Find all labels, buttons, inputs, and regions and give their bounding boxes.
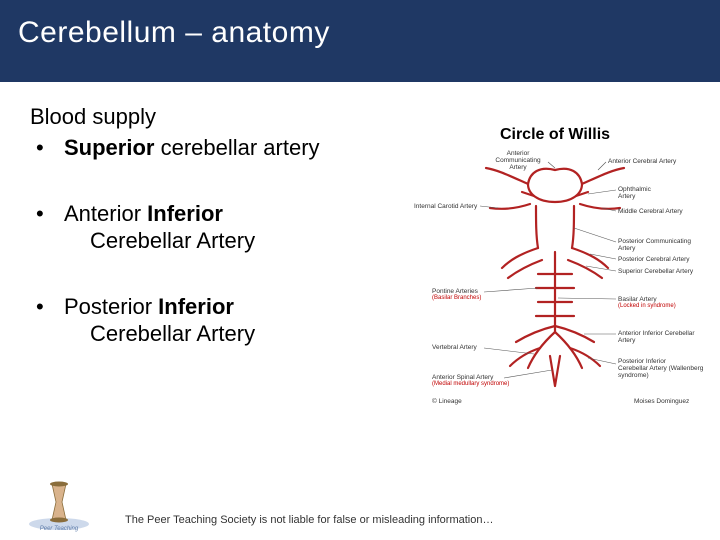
bullet-bold: Superior <box>64 135 154 160</box>
diagram-label: Anterior Inferior CerebellarArtery <box>618 330 695 344</box>
logo-icon: Peer Teaching <box>22 472 96 532</box>
diagram-label: Posterior Cerebral Artery <box>618 256 690 263</box>
diagram-label: Superior Cerebellar Artery <box>618 268 693 275</box>
bullet-line2: Cerebellar Artery <box>64 320 400 348</box>
diagram-label: Anterior Spinal Artery(Medial medullary … <box>432 374 509 388</box>
svg-text:Peer Teaching: Peer Teaching <box>40 526 79 532</box>
society-logo: Peer Teaching <box>22 472 96 532</box>
bullet-item: Superior cerebellar artery <box>30 134 400 162</box>
diagram-label: Anterior Cerebral Artery <box>608 158 676 165</box>
bullet-text: cerebellar artery <box>154 135 319 160</box>
diagram-label: Vertebral Artery <box>432 344 477 351</box>
diagram-label: Pontine Arteries(Basilar Branches) <box>432 288 481 302</box>
diagram-label: OphthalmicArtery <box>618 186 651 200</box>
bullet-item: Posterior Inferior Cerebellar Artery <box>30 293 400 348</box>
diagram-column: Circle of Willis <box>410 104 700 408</box>
bullet-line2: Cerebellar Artery <box>64 227 400 255</box>
slide-title: Cerebellum – anatomy <box>18 16 330 49</box>
diagram-label: © Lineage <box>432 398 462 405</box>
footer-disclaimer: The Peer Teaching Society is not liable … <box>125 514 493 526</box>
slide-title-bar: Cerebellum – anatomy <box>0 0 720 82</box>
diagram-title: Circle of Willis <box>410 126 700 144</box>
section-heading: Blood supply <box>30 104 400 130</box>
circle-of-willis-diagram: AnteriorCommunicatingArtery Anterior Cere… <box>410 148 700 408</box>
diagram-label: Internal Carotid Artery <box>414 203 477 210</box>
bullet-item: Anterior Inferior Cerebellar Artery <box>30 200 400 255</box>
text-column: Blood supply Superior cerebellar artery … <box>30 104 400 408</box>
diagram-label: Middle Cerebral Artery <box>618 208 683 215</box>
diagram-label: Posterior InferiorCerebellar Artery (Wal… <box>618 358 703 379</box>
bullet-list: Superior cerebellar artery Anterior Infe… <box>30 134 400 348</box>
diagram-label: Moises Dominguez <box>634 398 689 405</box>
bullet-pre: Anterior <box>64 201 147 226</box>
bullet-bold: Inferior <box>147 201 223 226</box>
diagram-label: Basilar Artery(Locked in syndrome) <box>618 296 676 310</box>
bullet-pre: Posterior <box>64 294 158 319</box>
diagram-label: AnteriorCommunicatingArtery <box>495 150 540 171</box>
diagram-label: Posterior CommunicatingArtery <box>618 238 691 252</box>
bullet-bold: Inferior <box>158 294 234 319</box>
content-area: Blood supply Superior cerebellar artery … <box>0 82 720 408</box>
